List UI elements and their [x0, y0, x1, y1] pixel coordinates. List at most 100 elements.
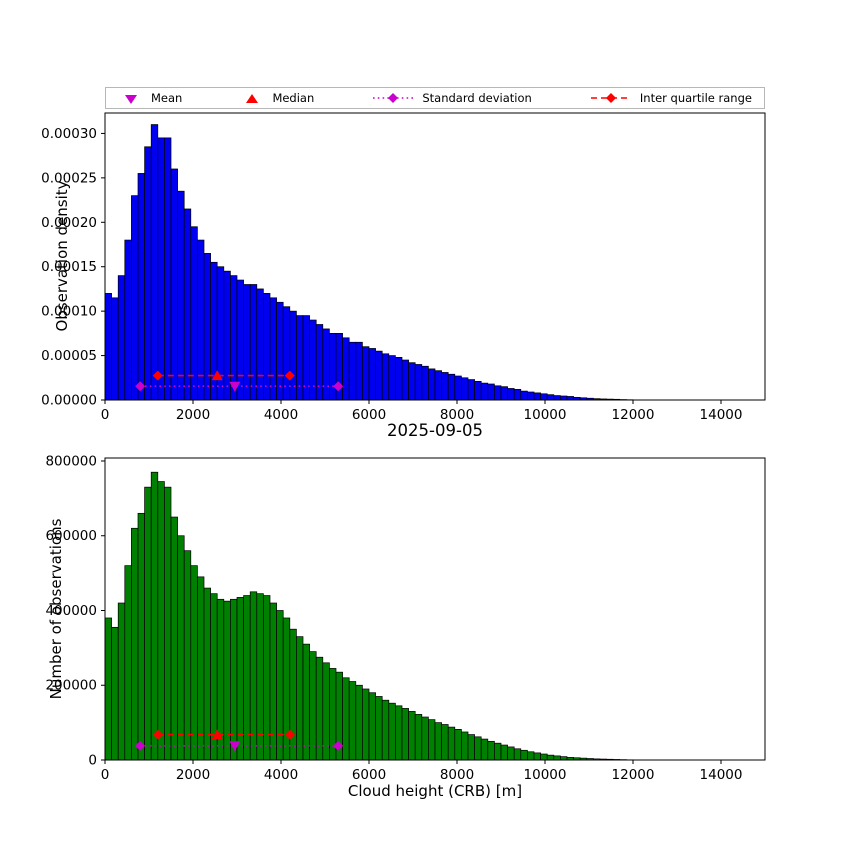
histogram-bar — [342, 337, 350, 401]
histogram-bar — [447, 373, 456, 401]
histogram-bar — [414, 714, 423, 761]
histogram-bar — [513, 388, 522, 401]
histogram-bar — [302, 643, 310, 761]
diamond-marker — [284, 729, 295, 740]
std-marker-icon — [373, 93, 414, 103]
date-title: 2025-09-05 — [387, 421, 483, 440]
histogram-bar — [296, 315, 304, 401]
histogram-bar — [540, 393, 548, 401]
histogram-bar — [322, 328, 330, 401]
histogram-bar — [395, 356, 403, 401]
y-tick-label: 600000 — [45, 528, 97, 544]
histogram-bar — [467, 379, 475, 401]
histogram-bar — [164, 486, 172, 761]
diamond-marker — [135, 381, 146, 392]
y-tick-label: 0.00030 — [41, 126, 97, 142]
histogram-bar — [434, 722, 442, 761]
y-tick-label: 0.00025 — [41, 170, 97, 186]
histogram-bar — [104, 617, 112, 761]
histogram-bar — [144, 146, 152, 401]
histogram-bar — [487, 383, 495, 401]
histogram-bar — [474, 380, 482, 401]
histogram-bar — [401, 359, 409, 401]
histogram-bar — [553, 755, 561, 761]
median-marker-icon — [246, 94, 259, 103]
histogram-bar — [454, 729, 462, 761]
legend-label-std: Standard deviation — [422, 91, 532, 105]
triangle-down-marker — [229, 741, 241, 752]
x-tick-label: 6000 — [352, 407, 386, 423]
diamond-marker — [284, 370, 295, 381]
histogram-bar — [381, 353, 390, 401]
histogram-bar — [414, 364, 423, 401]
histogram-bar — [355, 341, 363, 401]
histogram-bar — [269, 297, 277, 401]
histogram-bar — [388, 355, 396, 401]
histogram-bar — [183, 208, 192, 401]
histogram-bar — [527, 751, 535, 761]
histogram-bar — [500, 386, 508, 401]
histogram-bar — [494, 742, 502, 761]
histogram-bar — [124, 239, 132, 401]
legend: Mean Median Standard deviation Inter qua… — [105, 87, 765, 109]
histogram-bar — [111, 626, 119, 761]
histogram-bar — [434, 370, 442, 401]
histogram-bar — [282, 617, 291, 761]
histogram-bar — [256, 288, 264, 401]
histogram-bar — [441, 724, 449, 761]
histogram-bar — [243, 284, 251, 401]
histogram-bar — [111, 297, 119, 401]
histogram-bar — [520, 749, 528, 761]
count-histogram-plot: 0 2000 4000 6000 8000 10000 12000 14000 0 200000 4… — [45, 453, 766, 783]
x-tick-label: 10000 — [524, 407, 567, 423]
x-tick-label: 12000 — [612, 767, 655, 783]
histogram-bar — [375, 350, 383, 401]
histogram-bar — [566, 396, 574, 401]
legend-item-iqr: Inter quartile range — [589, 91, 752, 105]
histogram-bar — [137, 512, 145, 761]
histogram-bar — [117, 602, 126, 761]
histogram-bar — [177, 535, 185, 761]
histogram-bar — [368, 692, 376, 761]
histogram-bar — [560, 756, 568, 761]
histogram-bar — [560, 395, 568, 401]
x-tick-label: 4000 — [264, 767, 298, 783]
histogram-bar — [309, 319, 317, 401]
histogram-bar — [421, 365, 429, 401]
y-tick-label: 0.00000 — [41, 393, 97, 409]
histogram-bar — [329, 333, 337, 401]
y-tick-label: 800000 — [45, 453, 97, 469]
x-tick-label: 2000 — [176, 767, 210, 783]
histogram-bar — [428, 368, 436, 401]
legend-label-median: Median — [272, 91, 315, 105]
histogram-bar — [137, 173, 145, 401]
histogram-bar — [480, 738, 489, 761]
histogram-bar — [408, 362, 416, 401]
y-tick-label: 0.00005 — [41, 348, 97, 364]
y-tick-label: 0.00020 — [41, 215, 97, 231]
histogram-bar — [362, 688, 370, 761]
histogram-bar — [355, 684, 363, 761]
histogram-bar — [223, 270, 231, 401]
histogram-bar — [546, 754, 555, 761]
histogram-bar — [342, 677, 350, 761]
histogram-bar — [454, 375, 462, 401]
y-tick-label: 400000 — [45, 603, 97, 619]
legend-item-median: Median — [239, 91, 314, 105]
y-tick-label: 0.00015 — [41, 259, 97, 275]
legend-label-mean: Mean — [151, 91, 183, 105]
legend-item-std: Standard deviation — [371, 91, 532, 105]
histogram-bar — [507, 388, 515, 401]
histogram-bar — [395, 705, 403, 761]
histogram-bar — [487, 740, 495, 761]
histogram-bar — [144, 486, 152, 761]
histogram-bar — [263, 293, 271, 401]
diamond-marker — [333, 381, 344, 392]
histogram-bar — [170, 516, 178, 761]
histogram-bar — [157, 137, 165, 401]
histogram-bar — [421, 716, 429, 761]
histogram-bar — [289, 310, 297, 401]
xlabel-cloud-height: Cloud height (CRB) [m] — [347, 782, 523, 800]
histogram-bar — [527, 391, 535, 401]
